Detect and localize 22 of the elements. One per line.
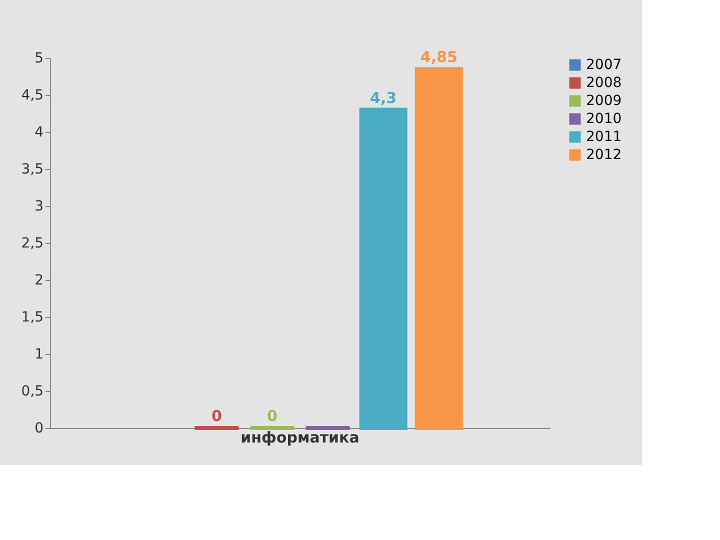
- data-label: 0: [267, 407, 278, 425]
- y-tick-label: 2: [34, 272, 44, 288]
- legend-label: 2010: [586, 111, 622, 127]
- legend-label: 2009: [586, 93, 622, 109]
- y-tick-label: 4,5: [21, 88, 44, 104]
- legend-label: 2011: [586, 129, 622, 145]
- y-tick-label: 0: [34, 420, 44, 436]
- y-tick-label: 2,5: [21, 236, 44, 252]
- y-tick-label: 5: [34, 50, 44, 66]
- legend-label: 2008: [586, 75, 622, 91]
- data-label: 4,3: [370, 88, 397, 107]
- data-label: 4,85: [420, 48, 458, 66]
- legend-label: 2007: [586, 57, 622, 73]
- y-tick-label: 1: [34, 346, 44, 362]
- y-tick-label: 3,5: [21, 162, 44, 178]
- y-tick-label: 4: [34, 124, 44, 140]
- x-tick-label: информатика: [240, 428, 360, 446]
- y-tick-label: 3: [34, 198, 44, 214]
- legend-label: 2012: [586, 147, 622, 163]
- data-label: 0: [211, 407, 222, 425]
- y-tick-label: 1,5: [21, 310, 44, 326]
- y-tick-label: 0,5: [21, 384, 44, 400]
